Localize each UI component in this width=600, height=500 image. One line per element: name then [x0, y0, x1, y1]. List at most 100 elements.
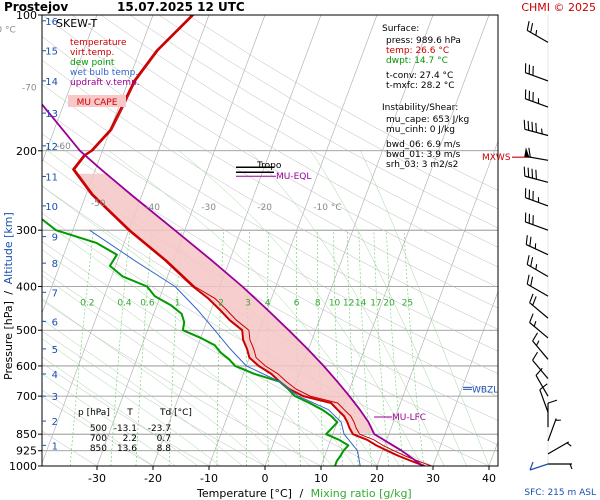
series-lines	[42, 15, 432, 466]
temperature-tick-label: -10	[200, 472, 218, 485]
moist-adiabat	[42, 356, 198, 466]
svg-text:Temperature [°C] /: Temperature [°C] / Mixing ratio [g/kg]	[196, 487, 412, 500]
mixing-ratio-label: 14	[355, 299, 367, 309]
surface-altitude: SFC: 215 m ASL	[524, 488, 596, 498]
legend-entry: updraft v.temp.	[70, 78, 140, 88]
barb-feather	[531, 121, 534, 132]
mixing-ratio-label: 6	[294, 299, 300, 309]
mixing-ratio-line	[346, 230, 359, 466]
mixing-ratio-line	[110, 230, 131, 466]
barb-feather	[526, 20, 530, 31]
barb-pennant	[524, 147, 530, 158]
temperature-tick-label: 10	[314, 472, 328, 485]
instability-line: mu_cape: 653 J/kg	[386, 115, 469, 125]
mixing-ratio-line	[403, 230, 425, 466]
mixing-ratio-label: 1	[175, 299, 181, 309]
wind-barb	[535, 367, 549, 397]
mixing-ratio-label: 12	[343, 299, 354, 309]
dry-adiabat	[42, 396, 154, 466]
altitude-tick-label: 1	[52, 441, 58, 452]
barb-feather	[530, 22, 534, 33]
dry-adiabat	[42, 241, 434, 466]
y-axis-title-sep: /	[2, 291, 15, 295]
wind-barb	[529, 293, 549, 319]
barb-half-feather	[535, 29, 538, 36]
instability-line: mu_cinh: 0 J/kg	[386, 125, 455, 135]
cape-legend-swatch	[68, 95, 126, 107]
table-cell: -13.1	[114, 424, 137, 434]
isotherm-label: -60	[56, 142, 71, 152]
altitude-tick-label: 16	[45, 17, 58, 28]
wind-barb	[524, 89, 549, 108]
mixing-ratio-line	[168, 230, 182, 466]
wind-barb	[547, 399, 558, 428]
dry-adiabat	[42, 270, 378, 466]
wind-barb	[523, 166, 549, 183]
barb-staff	[539, 389, 549, 413]
isotherm-50	[545, 15, 600, 466]
wind-barb	[532, 332, 549, 360]
pressure-tick-label: 500	[16, 324, 37, 337]
isotherm--60	[42, 15, 98, 164]
dry-adiabat	[129, 15, 498, 229]
temperature-tick-label: -20	[144, 472, 162, 485]
mixing-ratio-line	[216, 230, 224, 466]
isotherm--20	[152, 15, 322, 466]
instability-line: srh_03: 3 m2/s2	[386, 160, 458, 170]
series-wet-bulb-temp-	[89, 229, 361, 466]
isotherm--50	[42, 15, 154, 314]
wind-barb	[547, 418, 561, 442]
conv-line: t-conv: 27.4 °C	[386, 71, 453, 81]
table-cell: 8.8	[157, 444, 172, 454]
dry-adiabat	[42, 36, 498, 309]
temperature-tick-label: 30	[426, 472, 440, 485]
table-cell: 850	[90, 444, 107, 454]
moist-adiabat	[42, 249, 310, 466]
altitude-tick-label: 3	[52, 392, 58, 403]
level-tropo: Tropo	[256, 161, 282, 171]
moist-adiabat	[360, 150, 490, 466]
instability-line: bwd_06: 6.9 m/s	[386, 140, 461, 150]
surface-line: temp: 26.6 °C	[386, 46, 449, 56]
mixing-ratio-label: 17	[370, 299, 381, 309]
barb-half-feather	[533, 321, 537, 327]
dry-adiabat	[158, 15, 498, 210]
moist-adiabat	[42, 389, 154, 466]
isotherm-label: -20	[257, 203, 272, 213]
wind-barb	[526, 255, 549, 278]
barb-half-feather	[569, 463, 573, 470]
station-name: Prostejov	[4, 0, 68, 14]
pressure-tick-label: 300	[16, 224, 37, 237]
altitude-tick-label: 15	[45, 47, 58, 58]
moist-adiabat	[178, 150, 423, 466]
mixing-ratio-label: 0.4	[117, 299, 132, 309]
barb-feather	[529, 313, 534, 323]
altitude-tick-label: 7	[52, 288, 58, 299]
cape-shading	[76, 173, 374, 434]
temperature-tick-label: -30	[88, 472, 106, 485]
mixing-ratio-label: 0.6	[140, 299, 155, 309]
barb-feather	[532, 332, 539, 342]
barb-feather	[523, 166, 526, 177]
isotherm--40	[42, 15, 210, 465]
barb-half-feather	[566, 442, 572, 447]
barb-staff	[529, 322, 549, 339]
cape-area	[76, 173, 374, 434]
isotherm-label: -10 °C	[313, 203, 341, 213]
level-mxws: MXWS	[482, 153, 511, 163]
table-cell: 500	[90, 424, 107, 434]
wind-barb	[524, 212, 549, 231]
barb-staff	[524, 175, 549, 183]
dry-adiabat	[100, 15, 498, 248]
isotherm-40	[488, 440, 498, 466]
barb-feather	[528, 147, 531, 158]
series-virt-temp	[74, 15, 432, 466]
wind-barb	[526, 274, 549, 297]
mixing-ratio-line	[386, 230, 404, 466]
temperature-tick-label: 40	[482, 472, 496, 485]
mixing-ratio-label: 0.2	[80, 299, 94, 309]
isotherm-label: -80 °C	[0, 26, 16, 36]
barb-staff	[529, 302, 549, 319]
